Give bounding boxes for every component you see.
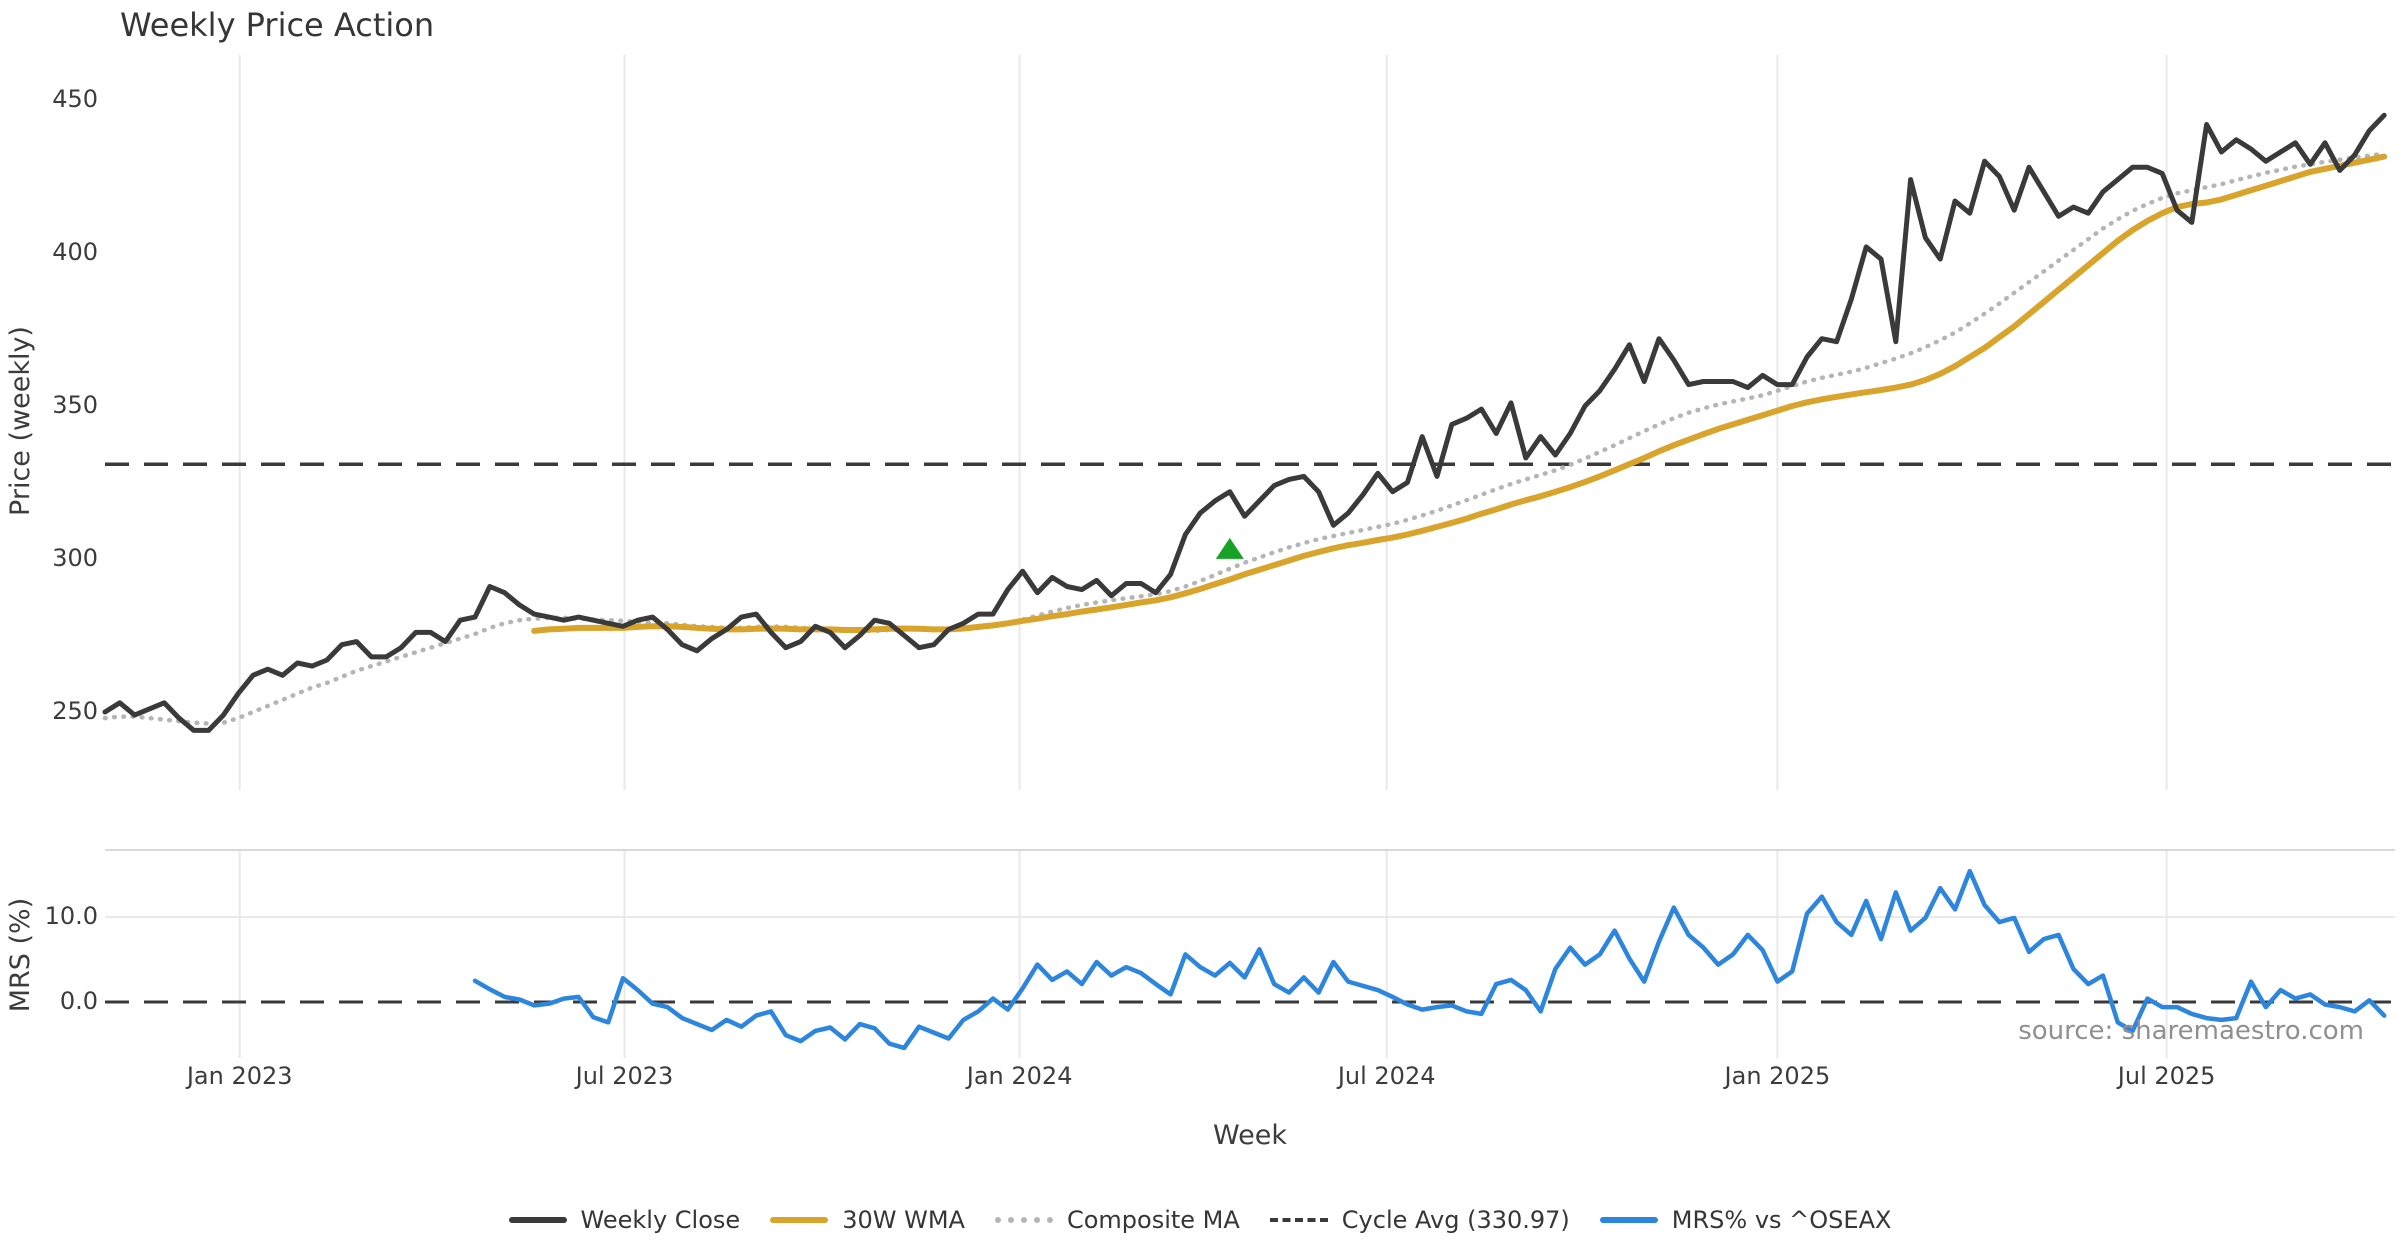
legend-swatch-solid-icon xyxy=(770,1217,829,1223)
x-tick-label: Jan 2023 xyxy=(186,1062,293,1090)
price-ytick-label: 300 xyxy=(52,544,98,572)
legend-item: 30W WMA xyxy=(770,1206,965,1234)
chart-title: Weekly Price Action xyxy=(120,6,435,44)
legend-swatch-dashed-icon xyxy=(1269,1218,1328,1222)
legend-label: 30W WMA xyxy=(842,1206,965,1234)
x-tick-label: Jan 2024 xyxy=(966,1062,1073,1090)
weekly-close-line xyxy=(102,112,2387,733)
price-ytick-label: 400 xyxy=(52,238,98,266)
legend-label: MRS% vs ^OSEAX xyxy=(1671,1206,1892,1234)
composite-ma-line xyxy=(102,151,2387,726)
price-ytick-label: 450 xyxy=(52,85,98,113)
mrs-ytick-label: 0.0 xyxy=(59,987,98,1015)
source-watermark: source: sharemaestro.com xyxy=(2018,1016,2364,1046)
x-tick-label: Jul 2023 xyxy=(575,1062,674,1090)
legend-item: Composite MA xyxy=(994,1206,1240,1234)
mrs-ytick-label: 10.0 xyxy=(44,902,98,930)
price-axis-label: Price (weekly) xyxy=(5,326,36,516)
legend-swatch-solid-icon xyxy=(508,1217,567,1223)
mrs-line xyxy=(472,868,2387,1051)
x-tick-label: Jan 2025 xyxy=(1724,1062,1831,1090)
wma-30w-line xyxy=(531,153,2388,634)
price-ytick-label: 350 xyxy=(52,391,98,419)
legend-label: Cycle Avg (330.97) xyxy=(1341,1206,1570,1234)
price-ytick-label: 250 xyxy=(52,697,98,725)
legend-item: Weekly Close xyxy=(508,1206,741,1234)
x-axis-label: Week xyxy=(1213,1120,1287,1151)
legend-swatch-solid-icon xyxy=(1599,1217,1658,1223)
chart-legend: Weekly Close 30W WMA Composite MA Cycle Avg… xyxy=(0,1206,2400,1234)
x-tick-label: Jul 2024 xyxy=(1337,1062,1436,1090)
legend-swatch-dotted-icon xyxy=(994,1217,1053,1223)
legend-item: Cycle Avg (330.97) xyxy=(1269,1206,1570,1234)
mrs-axis-label: MRS (%) xyxy=(5,897,36,1013)
buy-signal-triangle-icon xyxy=(1215,537,1244,559)
legend-item: MRS% vs ^OSEAX xyxy=(1599,1206,1892,1234)
x-tick-label: Jul 2025 xyxy=(2117,1062,2216,1090)
legend-label: Composite MA xyxy=(1066,1206,1240,1234)
legend-label: Weekly Close xyxy=(580,1206,741,1234)
